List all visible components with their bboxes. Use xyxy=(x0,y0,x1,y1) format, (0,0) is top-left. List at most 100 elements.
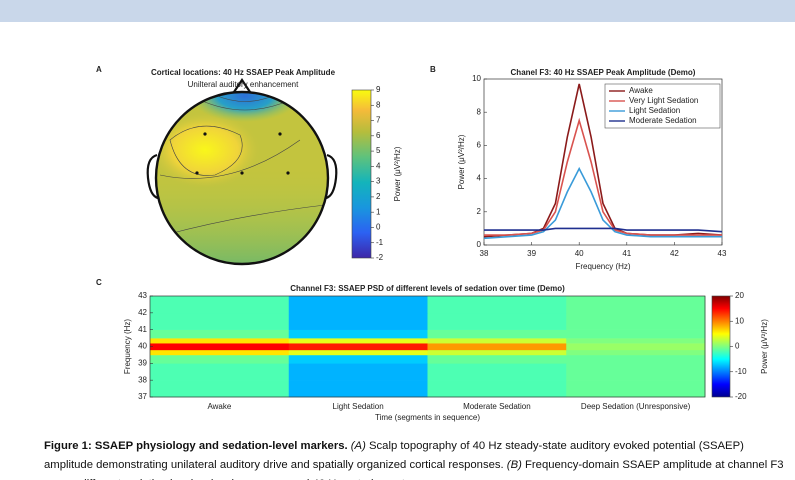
heatmap-cell xyxy=(288,296,428,314)
panel-letter: A xyxy=(96,65,102,74)
heatmap-cell xyxy=(150,296,290,314)
heatmap-cell xyxy=(566,363,706,381)
heatmap-cell xyxy=(566,380,706,398)
colorbar-tick-label: -20 xyxy=(735,392,747,401)
heatmap-cell xyxy=(288,380,428,398)
y-axis-label: Power (μV²/Hz) xyxy=(457,134,466,189)
panel-title: Chanel F3: 40 Hz SSAEP Peak Amplitude (D… xyxy=(511,68,696,77)
series-line xyxy=(484,117,722,236)
heatmap-cell xyxy=(566,354,706,364)
heatmap-cell xyxy=(427,349,567,356)
legend-label: Very Light Sedation xyxy=(629,96,698,105)
y-tick-label: 43 xyxy=(138,291,147,300)
heatmap-cell xyxy=(150,363,290,381)
colorbar-tick-label: 6 xyxy=(376,131,381,140)
heatmap-cell xyxy=(150,329,290,339)
heatmap-cell xyxy=(427,338,567,344)
colorbar-tick-label: 7 xyxy=(376,116,381,125)
heatmap-cell xyxy=(566,296,706,314)
heatmap-cell xyxy=(427,380,567,398)
colorbar-a xyxy=(351,89,372,259)
y-tick-label: 0 xyxy=(477,240,482,249)
panel-subtitle: Unilteral auditory enhancement xyxy=(188,80,300,89)
x-tick-label: Light Sedation xyxy=(333,402,384,411)
colorbar-tick-label: 3 xyxy=(376,177,381,186)
y-tick-label: 37 xyxy=(138,392,147,401)
y-tick-label: 42 xyxy=(138,308,147,317)
heatmap-cell xyxy=(150,312,290,330)
heatmap-cell xyxy=(150,380,290,398)
colorbar-label: Power (μV²/Hz) xyxy=(393,146,402,201)
heatmap-cell xyxy=(288,363,428,381)
heatmap-cell xyxy=(566,343,706,351)
x-tick-label: 43 xyxy=(718,249,727,258)
y-tick-label: 40 xyxy=(138,342,147,351)
heatmap-cell xyxy=(288,349,428,356)
heatmap-cell xyxy=(288,329,428,339)
x-tick-label: 41 xyxy=(622,249,631,258)
colorbar-tick-label: -10 xyxy=(735,367,747,376)
x-axis-label: Frequency (Hz) xyxy=(575,262,630,271)
heatmap-cell xyxy=(427,363,567,381)
y-tick-label: 6 xyxy=(477,141,482,150)
heatmap-cell xyxy=(566,349,706,356)
colorbar-label: Power (μV²/Hz) xyxy=(760,319,769,374)
heatmap-cell xyxy=(427,354,567,364)
legend-label: Moderate Sedation xyxy=(629,116,697,125)
heatmap-cell xyxy=(288,338,428,344)
y-tick-label: 38 xyxy=(138,375,147,384)
y-tick-label: 2 xyxy=(477,207,482,216)
figure-caption: Figure 1: SSAEP physiology and sedation-… xyxy=(44,437,789,480)
panel-letter: C xyxy=(96,278,102,287)
heatmap-cell xyxy=(288,312,428,330)
y-tick-label: 39 xyxy=(138,358,147,367)
caption-run: Scalp topography of 40 Hz steady-state a… xyxy=(44,440,744,471)
colorbar-tick-label: -1 xyxy=(376,238,384,247)
y-tick-label: 4 xyxy=(477,174,482,183)
x-axis-label: Time (segments in sequence) xyxy=(375,413,480,422)
colorbar-tick-label: 1 xyxy=(376,207,381,216)
heatmap-cell xyxy=(150,354,290,364)
colorbar-tick-label: 4 xyxy=(376,161,381,170)
heatmap-cell xyxy=(427,329,567,339)
legend-label: Light Sedation xyxy=(629,106,680,115)
figure: A Cortical locations: 40 Hz SSAEP Peak Am… xyxy=(96,65,769,422)
series-line xyxy=(484,227,723,233)
panel-letter: B xyxy=(430,65,436,74)
heatmap-cell xyxy=(150,343,290,351)
caption-run: Figure 1: SSAEP physiology and sedation-… xyxy=(44,440,348,452)
caption-run: (A) xyxy=(347,440,366,452)
panel-title: Channel F3: SSAEP PSD of different level… xyxy=(290,284,565,293)
heatmap-cell xyxy=(566,312,706,330)
x-tick-label: 39 xyxy=(527,249,536,258)
topomap xyxy=(146,78,338,266)
colorbar-tick-label: 0 xyxy=(735,342,740,351)
y-axis-label: Frequency (Hz) xyxy=(123,319,132,374)
series-line xyxy=(483,166,722,240)
colorbar-tick-label: 20 xyxy=(735,291,744,300)
x-tick-label: Deep Sedation (Unresponsive) xyxy=(581,402,691,411)
x-tick-label: Awake xyxy=(207,402,231,411)
colorbar-tick-label: 0 xyxy=(376,223,381,232)
y-tick-label: 8 xyxy=(477,107,482,116)
x-tick-label: 40 xyxy=(575,249,584,258)
panel-title: Cortical locations: 40 Hz SSAEP Peak Amp… xyxy=(151,68,336,77)
caption-run: (B) xyxy=(503,459,522,471)
heatmap-cell xyxy=(427,343,567,351)
x-tick-label: 38 xyxy=(480,249,489,258)
y-tick-label: 41 xyxy=(138,325,147,334)
heatmap-cell xyxy=(566,329,706,339)
top-band xyxy=(0,0,795,22)
colorbar-tick-label: 5 xyxy=(376,146,381,155)
colorbar-tick-label: -2 xyxy=(376,253,384,262)
x-tick-label: Moderate Sedation xyxy=(463,402,531,411)
heatmap-cell xyxy=(150,338,290,344)
heatmap-cell xyxy=(427,312,567,330)
colorbar-tick-label: 9 xyxy=(376,85,381,94)
colorbar-tick-label: 10 xyxy=(735,316,744,325)
colorbar-tick-label: 8 xyxy=(376,100,381,109)
colorbar-c xyxy=(711,295,731,398)
heatmap-cell xyxy=(427,296,567,314)
legend-label: Awake xyxy=(629,86,653,95)
